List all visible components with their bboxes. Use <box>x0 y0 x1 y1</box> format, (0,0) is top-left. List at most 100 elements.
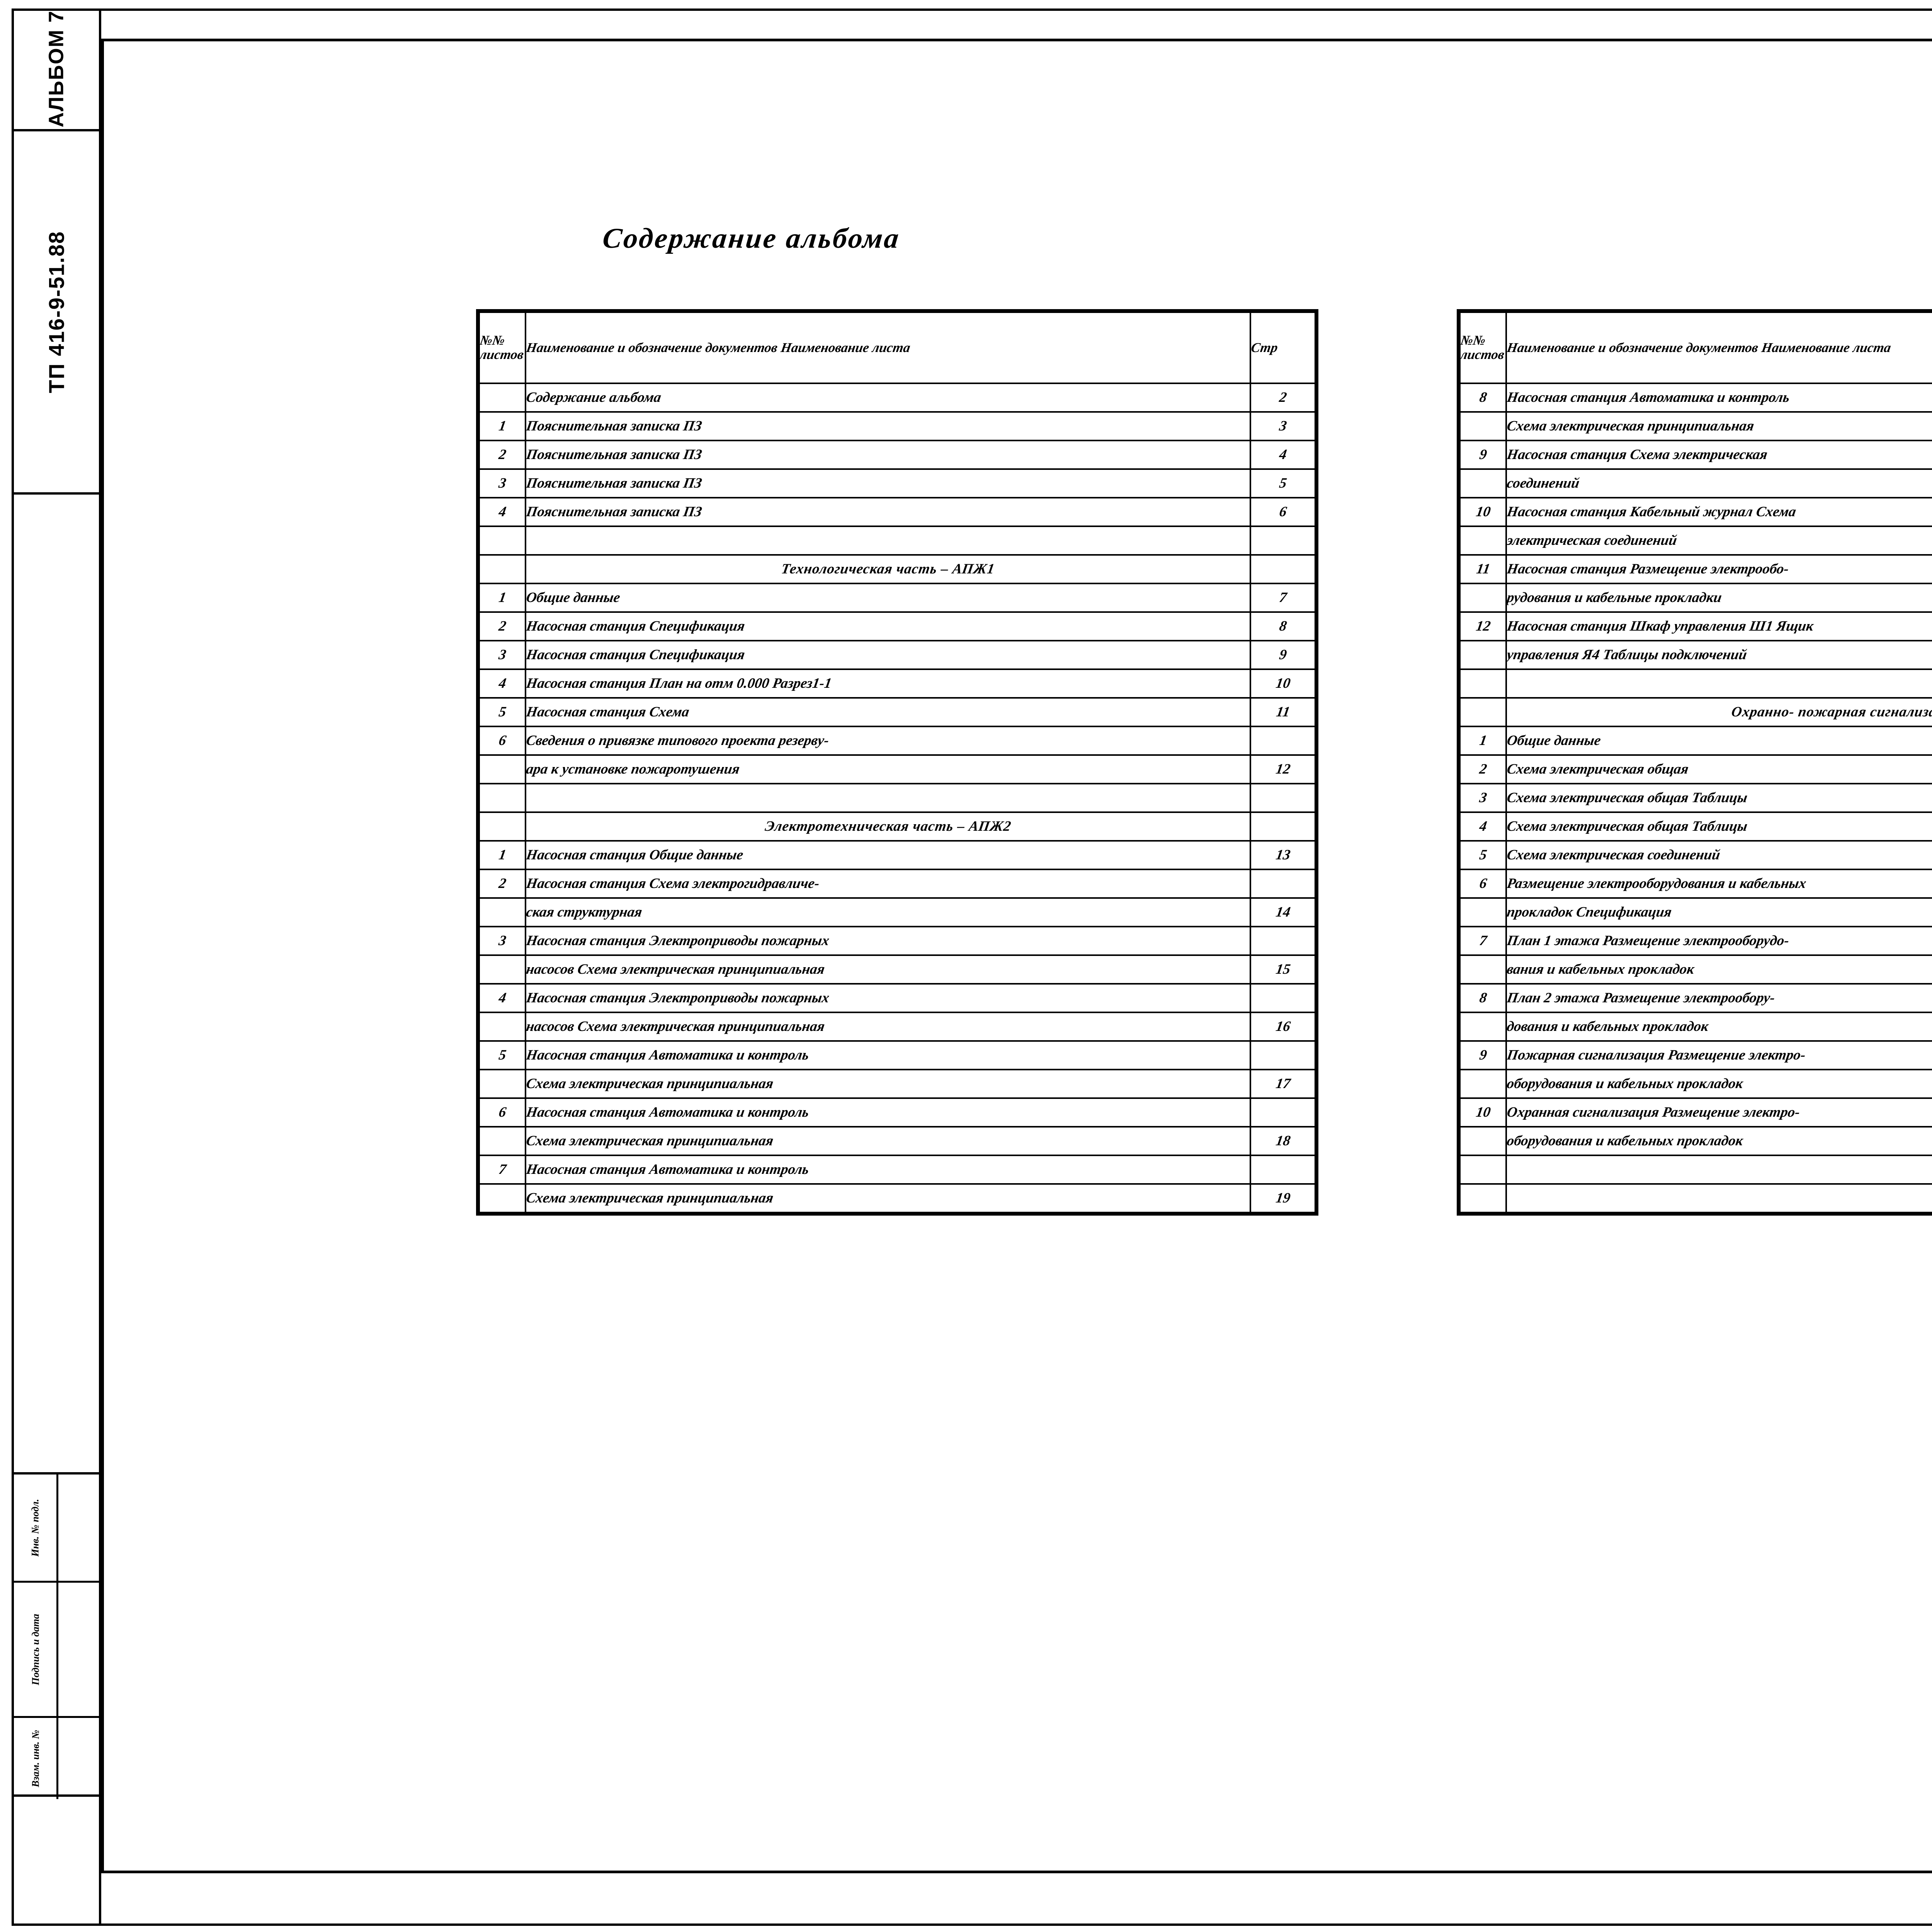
table-row <box>1459 668 1932 699</box>
table-row: соединений21 <box>1459 468 1932 498</box>
cell-page-number: 15 <box>1250 954 1316 985</box>
cell-sheet-number: 1 <box>478 583 526 613</box>
toc-left-body: Содержание альбома 2 1 Пояснительная записк… <box>478 383 1316 1213</box>
cell-sheet-number <box>478 897 526 927</box>
cell-sheet-number: 9 <box>1459 440 1507 470</box>
cell-sheet-number <box>1459 668 1507 699</box>
table-row: 2 Пояснительная записка ПЗ 4 <box>478 440 1316 470</box>
cell-sheet-number: 4 <box>1459 811 1507 842</box>
stamp-label-vzam-inv: Взам. инв. № <box>15 1718 56 1799</box>
cell-sheet-number <box>478 1126 526 1156</box>
table-row: вания и кабельных прокладок31 <box>1459 954 1932 985</box>
page-title: Содержание альбома <box>601 223 902 254</box>
header-sheet-count: №№ листов <box>478 311 526 384</box>
cell-page-number: 13 <box>1250 840 1316 870</box>
cell-document-title: Насосная станция Автоматика и контроль <box>525 1097 1251 1128</box>
cell-document-title: Схема электрическая принципиальная <box>1505 411 1932 441</box>
cell-document-title: Насосная станция План на отм 0.000 Разре… <box>525 668 1251 699</box>
cell-section-title: Технологическая часть – АПЖ1 <box>525 554 1251 584</box>
table-row: 7 План 1 этажа Размещение электрооборудо- <box>1459 926 1932 956</box>
cell-sheet-number: 3 <box>478 468 526 498</box>
table-row: дования и кабельных прокладок32 <box>1459 1012 1932 1042</box>
cell-page-number <box>1250 869 1316 899</box>
table-row: 10 Охранная сигнализация Размещение элект… <box>1459 1097 1932 1128</box>
table-row: электрическая соединений22 <box>1459 526 1932 556</box>
cell-page-number: 6 <box>1250 497 1316 527</box>
table-row: 9 Пожарная сигнализация Размещение электр… <box>1459 1040 1932 1070</box>
table-row: 6 Насосная станция Автоматика и контроль <box>478 1097 1316 1128</box>
cell-sheet-number: 3 <box>1459 783 1507 813</box>
cell-document-title: Насосная станция Автоматика и контроль <box>1505 383 1932 413</box>
cell-page-number: 2 <box>1250 383 1316 413</box>
cell-page-number: 19 <box>1250 1183 1316 1213</box>
cell-document-title: Насосная станция Электроприводы пожарных <box>525 926 1251 956</box>
header-sheet-count: №№ листов <box>1459 311 1507 384</box>
table-row: 5 Насосная станция Автоматика и контроль <box>478 1040 1316 1070</box>
cell-section-title: Охранно- пожарная сигнализация – АУС <box>1505 697 1932 727</box>
cell-sheet-number: 8 <box>1459 383 1507 413</box>
cell-page-number: 18 <box>1250 1126 1316 1156</box>
cell-document-title: Размещение электрооборудования и кабельн… <box>1505 869 1932 899</box>
section-row: Электротехническая часть – АПЖ2 <box>478 811 1316 842</box>
cell-page-number <box>1250 726 1316 756</box>
table-row: управления Я4 Таблицы подключений24 <box>1459 640 1932 670</box>
cell-document-title: Насосная станция Схема электрическая <box>1505 440 1932 470</box>
cell-document-title: Схема электрическая соединений <box>1505 840 1932 870</box>
cell-document-title <box>525 526 1251 556</box>
sheet-outer-frame <box>12 9 1932 1926</box>
table-row: прокладок Спецификация30 <box>1459 897 1932 927</box>
cell-sheet-number: 2 <box>478 869 526 899</box>
header-title-line1: Наименование и обозначение документов <box>1506 340 1760 355</box>
cell-document-title <box>1505 668 1932 699</box>
table-row <box>1459 1183 1932 1213</box>
cell-page-number: 11 <box>1250 697 1316 727</box>
cell-page-number <box>1250 783 1316 813</box>
cell-document-title: План 1 этажа Размещение электрооборудо- <box>1505 926 1932 956</box>
cell-page-number: 5 <box>1250 468 1316 498</box>
table-row <box>478 783 1316 813</box>
cell-document-title: Охранная сигнализация Размещение электро… <box>1505 1097 1932 1128</box>
cell-document-title: Насосная станция Схема <box>525 697 1251 727</box>
binding-margin-column: АЛЬБОМ 7 ТП 416-9-51.88 <box>12 9 101 1926</box>
cell-document-title: Насосная станция Электроприводы пожарных <box>525 983 1251 1013</box>
table-row: 8 План 2 этажа Размещение электрообору- <box>1459 983 1932 1013</box>
table-row: 12 Насосная станция Шкаф управления Ш1 Ящ… <box>1459 611 1932 641</box>
cell-document-title: Схема электрическая принципиальная <box>525 1126 1251 1156</box>
cell-page-number <box>1250 926 1316 956</box>
table-row <box>1459 1155 1932 1185</box>
cell-page-number: 7 <box>1250 583 1316 613</box>
table-header-row: №№ листов Наименование и обозначение док… <box>478 311 1316 384</box>
stamp-text-podpis-data: Подпись и дата <box>30 1614 41 1685</box>
table-row: насосов Схема электрическая принципиальн… <box>478 954 1316 985</box>
cell-document-title: оборудования и кабельных прокладок <box>1505 1069 1932 1099</box>
table-row: 8 Насосная станция Автоматика и контроль <box>1459 383 1932 413</box>
table-row: 2 Насосная станция Спецификация 8 <box>478 611 1316 641</box>
project-code-cell: ТП 416-9-51.88 <box>12 131 101 495</box>
cell-sheet-number <box>478 954 526 985</box>
cell-document-title: насосов Схема электрическая принципиальн… <box>525 1012 1251 1042</box>
cell-sheet-number <box>1459 697 1507 727</box>
table-row: 1 Пояснительная записка ПЗ 3 <box>478 411 1316 441</box>
cell-document-title: Насосная станция Схема электрогидравличе… <box>525 869 1251 899</box>
cell-sheet-number: 5 <box>1459 840 1507 870</box>
project-code: ТП 416-9-51.88 <box>44 230 69 393</box>
table-row: 10 Насосная станция Кабельный журнал Схем… <box>1459 497 1932 527</box>
cell-sheet-number <box>1459 954 1507 985</box>
stamp-label-podpis-data: Подпись и дата <box>15 1583 56 1716</box>
cell-page-number: 16 <box>1250 1012 1316 1042</box>
cell-document-title <box>525 783 1251 813</box>
table-row: оборудования и кабельных прокладок33 <box>1459 1069 1932 1099</box>
cell-document-title <box>1505 1155 1932 1185</box>
header-title-line2: Наименование листа <box>779 340 912 355</box>
cell-page-number <box>1250 526 1316 556</box>
cell-page-number: 9 <box>1250 640 1316 670</box>
header-document-name: Наименование и обозначение документов На… <box>1505 311 1932 384</box>
cell-sheet-number <box>1459 583 1507 613</box>
cell-sheet-number <box>1459 1126 1507 1156</box>
cell-document-title: Насосная станция Размещение электрообо- <box>1505 554 1932 584</box>
album-label: АЛЬБОМ 7 <box>45 10 68 128</box>
cell-document-title: вания и кабельных прокладок <box>1505 954 1932 985</box>
cell-sheet-number: 8 <box>1459 983 1507 1013</box>
